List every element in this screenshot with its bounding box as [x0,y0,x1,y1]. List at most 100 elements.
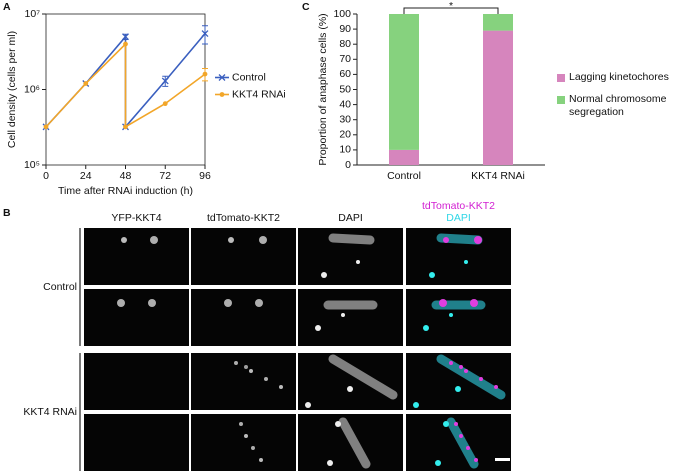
legend-label: Control [232,71,266,83]
panel-label: A [3,1,11,13]
spot [121,237,127,243]
spot [239,422,243,426]
significance-bracket [403,7,499,14]
micrograph [84,228,189,285]
y-tick-label: 70 [339,53,351,65]
spot [474,458,478,462]
spot [224,299,232,307]
point [123,124,128,130]
y-tick-label: 60 [339,68,351,80]
micrograph [298,353,403,410]
cell-body [328,354,398,400]
nucleus [429,272,435,278]
nucleus [413,402,419,408]
y-tick-label: 100 [333,8,351,20]
micrograph-content [121,236,158,244]
nucleus [356,260,360,264]
panel-label: C [302,1,310,13]
spot [470,299,478,307]
micrograph-content [435,417,479,469]
micrograph [84,414,189,471]
y-tick-label: 90 [339,23,351,35]
micrograph-content [321,233,375,278]
micrograph [84,289,189,346]
bar-segment [483,14,513,31]
spot [148,299,156,307]
nucleus [449,313,453,317]
point [162,101,168,107]
legend-marker [218,74,226,81]
y-tick-label: 80 [339,38,351,50]
spot [439,299,447,307]
nucleus [464,260,468,264]
cell-body [328,233,375,245]
micrograph [191,228,296,285]
series-line [45,42,206,129]
spot [279,385,283,389]
point [161,77,169,85]
merge-header: DAPI [446,212,471,224]
y-tick-label: 10⁶ [24,83,40,95]
spot [244,365,248,369]
nucleus [455,386,461,392]
micrograph [406,289,511,346]
micrograph-content [429,233,483,278]
scale-bar [495,458,510,461]
legend-label: KKT4 RNAi [232,88,286,100]
point [83,81,89,86]
spot [150,236,158,244]
spot [479,377,483,381]
nucleus [443,421,449,427]
y-tick-label: 30 [339,113,351,125]
legend-swatch [557,74,565,82]
y-axis-label: Proportion of anaphase cells (%) [317,13,329,165]
micrograph-content [315,300,378,331]
spot [449,361,453,365]
micrograph [406,353,511,410]
point [122,33,129,41]
legend-label: Lagging kinetochores [569,71,669,83]
row-label: KKT4 RNAi [23,406,77,418]
x-tick-label: Control [387,170,421,182]
micrograph-content [305,354,398,408]
micrograph-content [228,236,267,244]
micrograph-content [224,299,263,307]
x-tick-label: 48 [120,170,132,182]
significance-mark: * [449,0,453,12]
spot [454,422,458,426]
spot [228,237,234,243]
spot [244,434,248,438]
micrograph-content [423,299,486,331]
bar-segment [389,149,419,165]
nucleus [341,313,345,317]
y-axis-label: Cell density (cells per ml) [6,31,18,148]
y-tick-label: 10⁵ [24,159,40,171]
spot [466,446,470,450]
bar-segment [389,14,419,150]
error-bar [202,25,208,45]
y-tick-label: 0 [345,159,351,171]
point [202,71,208,77]
micrograph-content [327,417,371,469]
spot [264,377,268,381]
nucleus [315,325,321,331]
micrograph-content [413,354,506,408]
spot [251,446,255,450]
spot [459,434,463,438]
nucleus [435,460,441,466]
nucleus [335,421,341,427]
bar-segment [483,30,513,165]
nucleus [321,272,327,278]
column-header: tdTomato-KKT2 [207,212,280,224]
cell-body [338,417,371,469]
x-tick-label: 72 [159,170,171,182]
x-tick-label: 0 [43,170,49,182]
y-tick-label: 20 [339,129,351,141]
spot [234,361,238,365]
nucleus [423,325,429,331]
spot [494,385,498,389]
spot [117,299,125,307]
panel-label: B [3,207,11,219]
micrograph [298,289,403,346]
